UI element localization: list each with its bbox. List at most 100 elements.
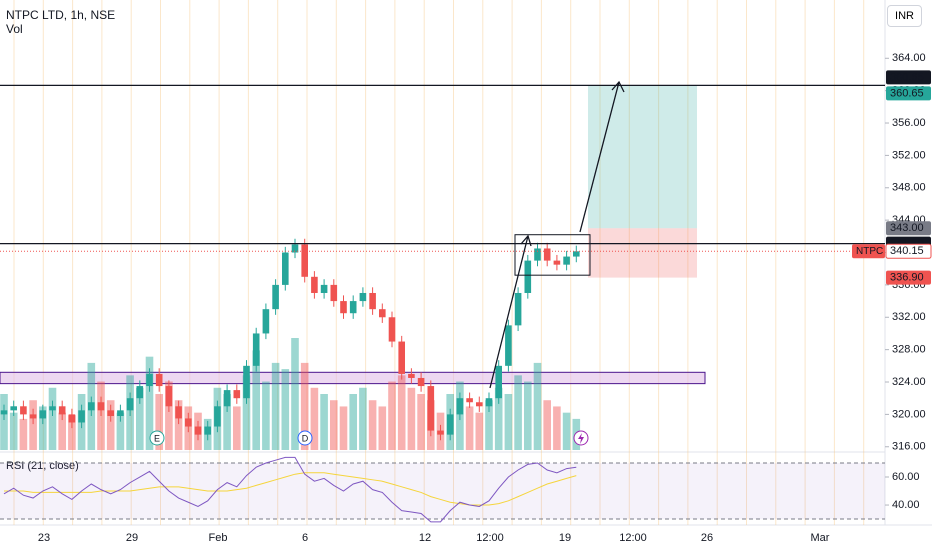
- stop-area: [588, 228, 697, 278]
- candle-body: [301, 244, 308, 277]
- arrow-head: [520, 234, 532, 247]
- volume-bar: [465, 406, 474, 450]
- volume-bar: [291, 338, 299, 450]
- candle-body: [243, 365, 250, 399]
- candle-body: [505, 325, 512, 366]
- y-tick-label: 324.00: [892, 376, 926, 388]
- volume-bar: [524, 381, 532, 450]
- volume-bar: [349, 394, 357, 450]
- last-price-badge: [885, 243, 932, 259]
- volume-bar: [359, 387, 367, 450]
- y-tick-label: 316.00: [892, 441, 926, 453]
- entry-badge-label: 343.00: [890, 222, 924, 234]
- volume-bar: [165, 381, 173, 450]
- candle-body: [311, 276, 318, 293]
- volume-bar: [39, 406, 47, 450]
- symbol-badge-label: NTPC: [856, 246, 883, 257]
- x-tick-label: Mar: [811, 532, 830, 544]
- volume-bar: [58, 412, 66, 450]
- volume-bar: [19, 418, 28, 450]
- y-tick-label: 328.00: [892, 344, 926, 356]
- candle-body: [476, 402, 483, 407]
- candle-body: [0, 410, 8, 415]
- candle-body: [194, 426, 202, 435]
- symbol-title: NTPC LTD, 1h, NSE: [6, 8, 116, 22]
- candle-body: [233, 390, 241, 399]
- candle-body: [49, 406, 56, 411]
- volume-bar: [543, 400, 551, 450]
- volume-bar: [116, 412, 125, 450]
- arrow-head: [611, 80, 625, 93]
- target-badge-label: 360.65: [890, 87, 924, 99]
- volume-bar: [242, 375, 251, 450]
- x-tick-label: 12:00: [619, 532, 647, 544]
- candle-body: [39, 410, 47, 419]
- volume-bar: [562, 412, 571, 450]
- candle-body: [349, 301, 357, 314]
- trend-arrow: [579, 81, 620, 233]
- volume-bar: [475, 412, 484, 450]
- candle-body: [262, 309, 270, 334]
- candle-body: [272, 284, 279, 310]
- candle-body: [165, 386, 173, 407]
- volume-bar: [68, 415, 76, 450]
- volume-bar: [417, 394, 425, 450]
- event-label: D: [302, 433, 309, 443]
- y-tick-label: 348.00: [892, 182, 926, 194]
- target-badge: [886, 86, 931, 101]
- volume-bar: [136, 387, 144, 450]
- y-tick-label: 332.00: [892, 311, 926, 323]
- stop-badge: [886, 270, 931, 285]
- y-tick-label: 356.00: [892, 117, 926, 129]
- candle-body: [155, 373, 163, 387]
- candle-body: [543, 248, 551, 261]
- candle-body: [20, 406, 27, 415]
- volume-bar: [29, 400, 37, 450]
- volume-bar: [262, 381, 270, 450]
- symbol-badge: [852, 244, 885, 259]
- volume-bar: [310, 387, 319, 450]
- candle-body: [29, 414, 37, 419]
- target-area: [588, 85, 697, 229]
- volume-bar: [330, 400, 338, 450]
- volume-bar: [407, 387, 416, 450]
- volume-bar: [48, 387, 57, 450]
- volume-bar: [155, 394, 163, 450]
- candle-body: [58, 406, 66, 415]
- candle-body: [485, 398, 493, 407]
- volume-bar: [494, 387, 503, 450]
- volume-bar: [271, 362, 280, 450]
- candle-body: [88, 402, 95, 411]
- event-icon: [149, 430, 165, 446]
- entry-badge: [886, 221, 931, 236]
- rsi-line: [3, 456, 577, 523]
- candle-body: [534, 248, 541, 261]
- hline-badge: [886, 70, 931, 85]
- x-tick-label: 19: [559, 532, 571, 544]
- candle-body: [466, 398, 473, 403]
- y-tick-label: 352.00: [892, 149, 926, 161]
- candle-body: [126, 398, 134, 411]
- stop-badge-label: 336.90: [890, 272, 924, 284]
- hline-badge-label: 360.65: [890, 71, 924, 83]
- volume-bar: [368, 400, 377, 450]
- volume-bar: [9, 412, 18, 450]
- candle-body: [214, 406, 221, 427]
- currency-button[interactable]: INR: [887, 5, 922, 27]
- candle-body: [456, 398, 464, 415]
- volume-bar: [320, 394, 328, 450]
- candle-body: [204, 426, 211, 435]
- candle-body: [563, 256, 570, 265]
- volume-bar: [281, 369, 290, 450]
- candle-body: [495, 365, 502, 399]
- flash-icon: [578, 433, 584, 444]
- volume-bar: [485, 400, 493, 450]
- candle-body: [185, 418, 192, 427]
- volume-bar: [504, 394, 513, 450]
- volume-label: Vol: [6, 22, 23, 36]
- candle-body: [427, 386, 435, 431]
- candle-body: [398, 341, 405, 374]
- volume-bar: [0, 394, 8, 450]
- candle-body: [252, 333, 260, 366]
